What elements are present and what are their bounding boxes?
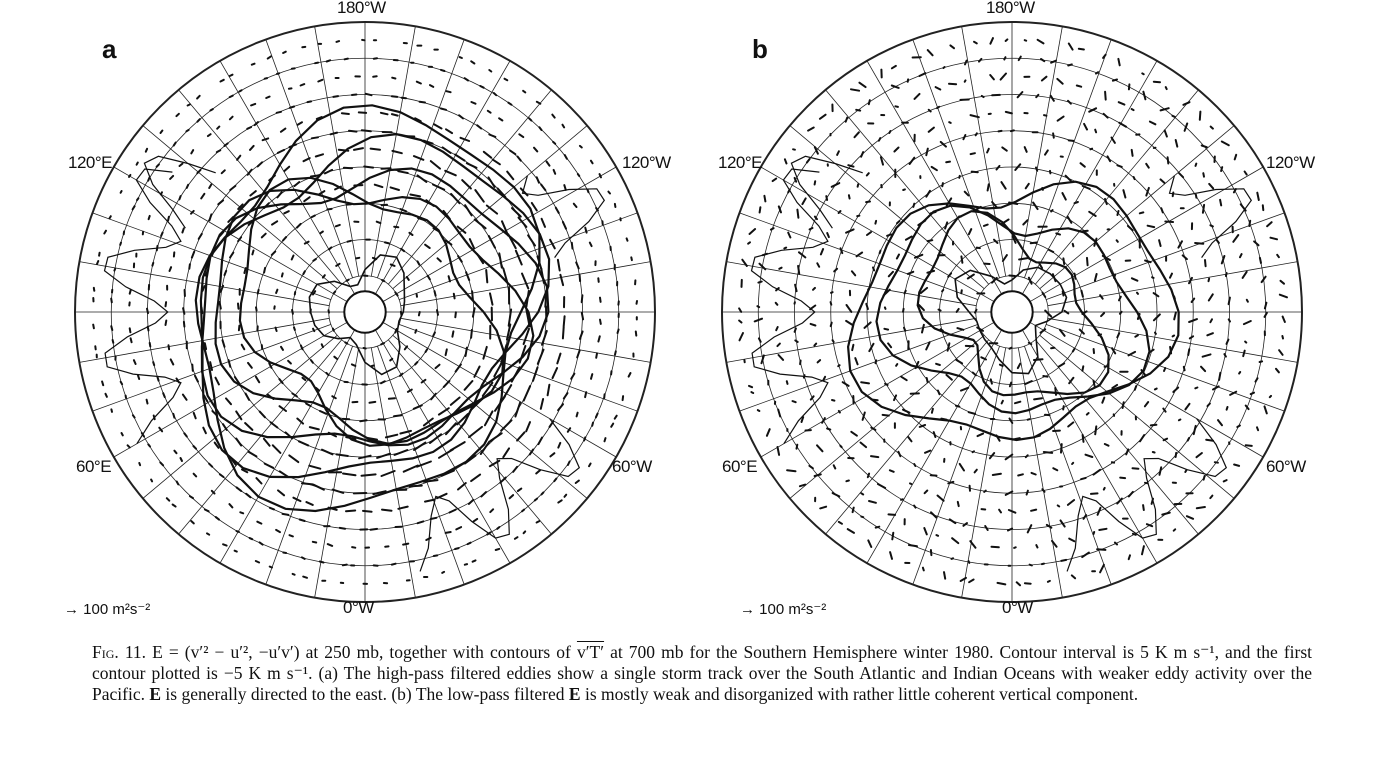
polar-map-b: [721, 21, 1303, 603]
label-180w: 180°W: [337, 0, 386, 17]
vector-scale-legend: → 100 m²s⁻²: [64, 601, 151, 618]
figure-caption: Fig. 11. E = (v′² − u′², −u′v′) at 250 m…: [92, 642, 1312, 705]
label-60w: 60°W: [612, 457, 652, 476]
antarctica-coastline: [954, 266, 1068, 375]
label-60e: 60°E: [76, 457, 112, 476]
panel-letter: a: [102, 34, 117, 64]
caption-math-vT: v′T′: [576, 642, 605, 662]
graticule: [721, 21, 1303, 603]
caption-math-E: E = (v′² − u′², −u′v′): [152, 642, 300, 662]
label-180w: 180°W: [986, 0, 1035, 17]
panel-a: a 180°W 120°E 120°W 60°E 60°W 0°W → 100 …: [0, 0, 680, 640]
label-60e: 60°E: [722, 457, 758, 476]
panel-b: b 180°W 120°E 120°W 60°E 60°W 0°W → 100 …: [690, 0, 1370, 640]
label-0w: 0°W: [1002, 598, 1033, 617]
continent-coastlines: [750, 155, 1253, 572]
continent-coastlines: [103, 155, 606, 572]
graticule: [74, 21, 656, 603]
contour-lines: [846, 180, 1180, 442]
polar-map-a: [74, 21, 656, 603]
caption-text: at 700 mb for the Southern Hemisphere wi…: [92, 642, 1313, 704]
label-120e: 120°E: [718, 153, 763, 172]
caption-text: is generally directed to the east. (b) T…: [161, 684, 569, 704]
caption-text: is mostly weak and disorganized with rat…: [580, 684, 1139, 704]
caption-bold-E: E: [568, 684, 581, 704]
label-0w: 0°W: [343, 598, 374, 617]
eddy-vectors: [738, 37, 1288, 587]
label-120e: 120°E: [68, 153, 113, 172]
vector-scale-legend: → 100 m²s⁻²: [740, 601, 827, 618]
panel-letter: b: [752, 34, 768, 64]
caption-text: at 250 mb, together with contours of: [299, 642, 577, 662]
label-120w: 120°W: [1266, 153, 1315, 172]
figure-label: Fig. 11.: [92, 642, 147, 662]
eddy-vectors: [92, 38, 638, 585]
label-60w: 60°W: [1266, 457, 1306, 476]
caption-bold-E: E: [149, 684, 162, 704]
label-120w: 120°W: [622, 153, 671, 172]
